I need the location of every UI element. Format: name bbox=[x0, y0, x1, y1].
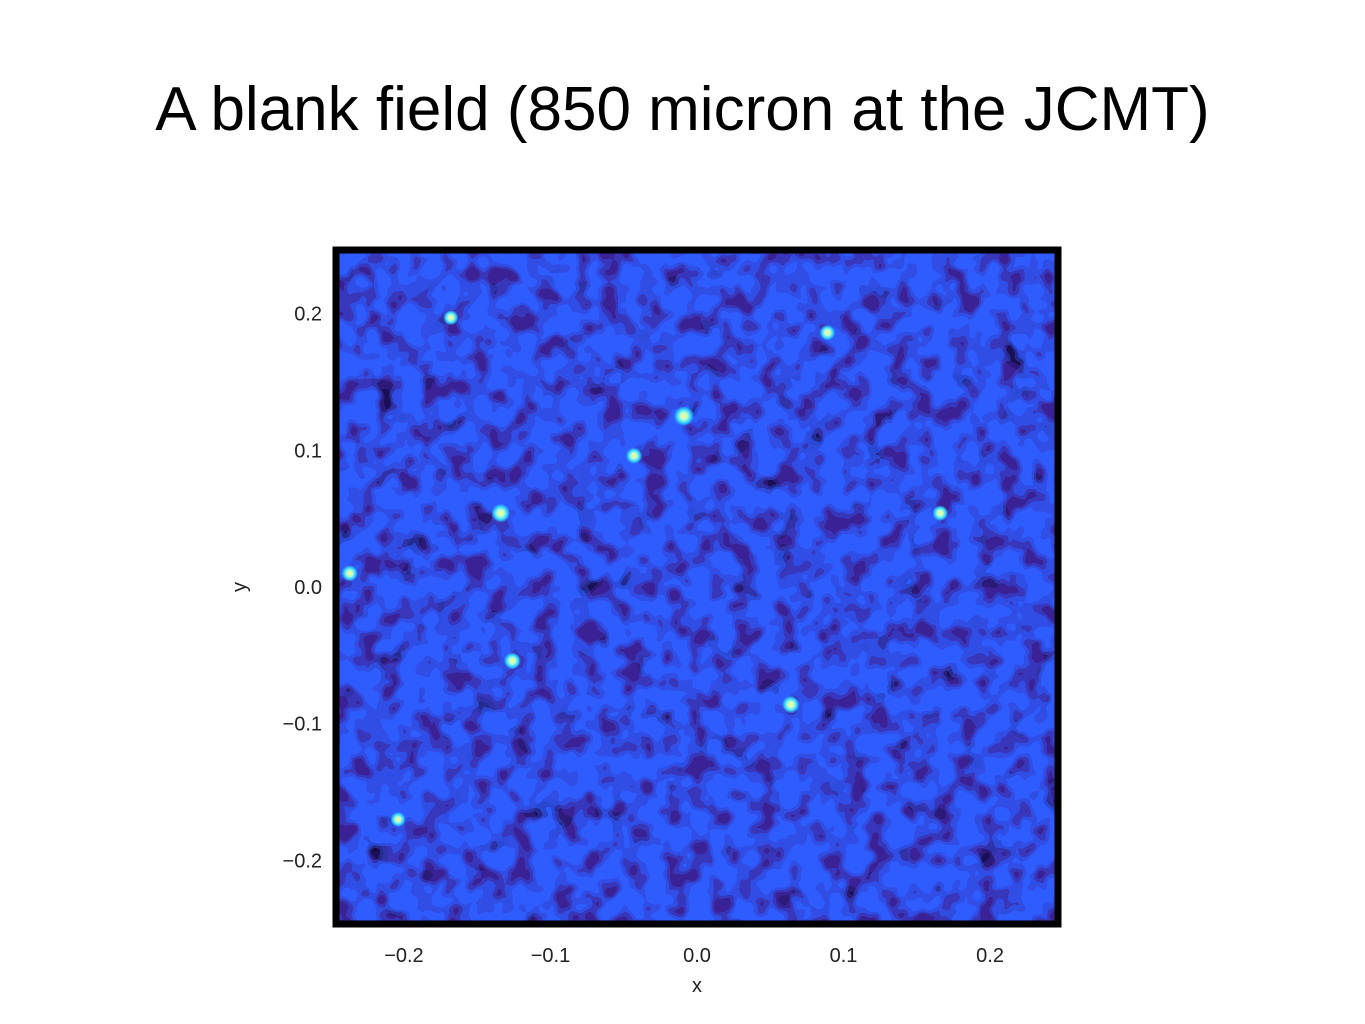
y-tick-label: 0.1 bbox=[294, 440, 322, 462]
x-tick-label: 0.0 bbox=[683, 945, 711, 967]
bright-source-5 bbox=[625, 447, 643, 464]
bright-source-1 bbox=[673, 406, 694, 427]
heatmap-cyan-peaks bbox=[338, 252, 1056, 922]
bright-source-7 bbox=[932, 505, 949, 522]
bright-source-10 bbox=[390, 811, 406, 828]
x-axis-ticks: −0.2 −0.1 0.0 0.1 0.2 bbox=[384, 945, 1004, 967]
y-tick-label: 0.0 bbox=[294, 577, 322, 599]
bright-source-3 bbox=[781, 695, 800, 714]
bright-source-9 bbox=[443, 310, 459, 326]
x-tick-label: 0.2 bbox=[976, 945, 1004, 967]
bright-source-4 bbox=[503, 652, 521, 670]
x-tick-label: −0.1 bbox=[531, 945, 570, 967]
bright-sources bbox=[341, 310, 949, 828]
x-tick-label: 0.1 bbox=[830, 945, 858, 967]
bright-source-6 bbox=[341, 565, 358, 582]
y-tick-label: −0.1 bbox=[283, 714, 322, 736]
plot-area bbox=[332, 246, 1062, 928]
y-tick-label: −0.2 bbox=[283, 850, 322, 872]
x-axis-label: x bbox=[692, 975, 702, 997]
bright-source-8 bbox=[819, 324, 836, 341]
plot-frame bbox=[332, 246, 1062, 928]
slide-title: A blank field (850 micron at the JCMT) bbox=[155, 75, 1210, 144]
x-tick-label: −0.2 bbox=[384, 945, 423, 967]
bright-source-2 bbox=[491, 503, 511, 523]
y-tick-label: 0.2 bbox=[294, 304, 322, 326]
y-axis-label: y bbox=[229, 582, 251, 592]
y-axis-ticks: −0.2 −0.1 0.0 0.1 0.2 bbox=[283, 304, 322, 873]
